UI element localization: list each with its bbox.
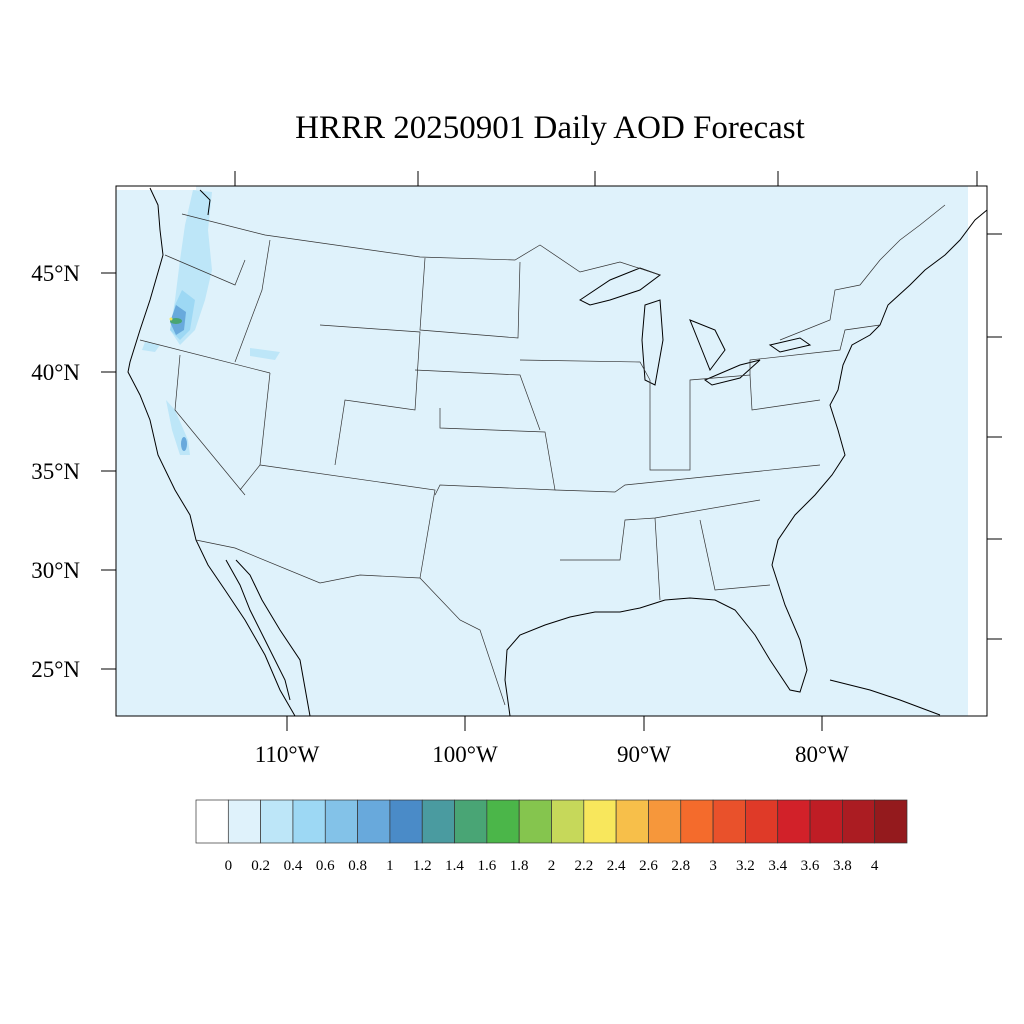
colorbar-swatch <box>486 799 520 844</box>
plume-oregon-peak <box>169 317 173 321</box>
lat-label: 35°N <box>31 459 80 484</box>
colorbar-swatch <box>389 799 423 844</box>
colorbar-swatch <box>680 799 714 844</box>
map-frame <box>115 185 988 717</box>
colorbar-swatch <box>874 799 908 844</box>
lat-label: 40°N <box>31 360 80 385</box>
latitude-labels: 45°N 40°N 35°N 30°N 25°N <box>31 261 80 682</box>
colorbar-swatch <box>421 799 455 844</box>
colorbar-swatch <box>518 799 552 844</box>
colorbar-label: 3.8 <box>833 858 852 874</box>
colorbar: 0 0.2 0.4 0.6 0.8 1 1.2 1.4 1.6 1.8 2 2.2 2.4 2.6 2.8 3… <box>195 799 908 874</box>
colorbar-label: 2.4 <box>607 858 626 874</box>
colorbar-swatch <box>551 799 585 844</box>
az-nm-border <box>259 464 436 579</box>
colorbar-swatch <box>357 799 391 844</box>
political-boundaries <box>139 204 946 706</box>
colorbar-swatch <box>809 799 843 844</box>
colorbar-label: 1.6 <box>477 858 496 874</box>
colorbar-swatch <box>260 799 294 844</box>
colorbar-label: 0.6 <box>316 858 335 874</box>
domain-edge <box>968 186 987 716</box>
colorbar-swatch <box>195 799 229 844</box>
lat-label: 25°N <box>31 657 80 682</box>
nebraska <box>414 369 541 431</box>
colorbar-swatch <box>324 799 358 844</box>
colorbar-swatch <box>583 799 617 844</box>
colorbar-label: 0.8 <box>348 858 367 874</box>
colorbar-label: 4 <box>871 858 879 874</box>
colorbar-label: 3.2 <box>736 858 755 874</box>
colorbar-label: 2 <box>548 858 556 874</box>
colorbar-label: 1.2 <box>413 858 432 874</box>
domain-edge-top <box>116 186 196 190</box>
colorbar-swatch <box>292 799 326 844</box>
us-mexico-border <box>195 539 506 706</box>
axis-ticks <box>101 171 1002 731</box>
plume-oregon-core <box>170 318 182 324</box>
map-background <box>116 186 987 716</box>
colorbar-label: 1.4 <box>445 858 464 874</box>
plume-nw-california <box>142 342 160 352</box>
gulf-states <box>560 499 761 561</box>
colorbar-label: 1 <box>386 858 394 874</box>
aod-plumes <box>142 190 280 455</box>
colorbar-swatch <box>745 799 779 844</box>
lat-label: 45°N <box>31 261 80 286</box>
us-canada-border-east <box>779 204 946 341</box>
kansas-oklahoma <box>434 408 556 496</box>
colorbar-swatch <box>842 799 876 844</box>
map-panel: 45°N 40°N 35°N 30°N 25°N 110°W 100°W 90°… <box>31 171 1002 767</box>
cuba-coast <box>829 679 941 716</box>
colorbar-label: 2.6 <box>639 858 658 874</box>
lake-ontario <box>768 337 812 353</box>
colorbar-label: 0 <box>225 858 233 874</box>
iowa <box>519 359 651 381</box>
colorbar-label: 0.4 <box>284 858 303 874</box>
colorbar-label: 3.4 <box>768 858 787 874</box>
baja-inner-coast <box>225 559 291 701</box>
midwest <box>649 374 821 471</box>
colorbar-swatch <box>777 799 811 844</box>
coastlines <box>127 187 988 717</box>
mexico-mainland-west-coast <box>235 559 311 717</box>
colorbar-swatch <box>712 799 746 844</box>
us-canada-border-west <box>181 213 661 276</box>
tennessee-south <box>554 464 821 493</box>
puget-sound <box>199 189 211 216</box>
or-ca-nv-border <box>139 339 271 374</box>
idaho-border <box>234 239 271 363</box>
wyoming-colorado <box>319 324 421 466</box>
pacific-coast <box>127 187 296 717</box>
plume-idaho <box>250 348 280 360</box>
map-title: HRRR 20250901 Daily AOD Forecast <box>295 110 805 146</box>
colorbar-label: 3.6 <box>801 858 820 874</box>
colorbar-swatch <box>454 799 488 844</box>
northeast <box>749 324 881 375</box>
lake-superior <box>579 267 662 306</box>
longitude-labels: 110°W 100°W 90°W 80°W <box>255 742 850 767</box>
colorbar-swatch <box>227 799 261 844</box>
lake-michigan <box>641 299 664 386</box>
alabama-georgia <box>654 517 771 601</box>
lon-label: 100°W <box>432 742 498 767</box>
colorbar-label: 1.8 <box>510 858 529 874</box>
colorbar-swatch <box>615 799 649 844</box>
or-wa-border <box>164 254 246 286</box>
lake-huron <box>689 319 726 372</box>
lon-label: 110°W <box>255 742 320 767</box>
lon-label: 90°W <box>617 742 671 767</box>
colorbar-label: 0.2 <box>251 858 270 874</box>
lon-label: 80°W <box>795 742 849 767</box>
colorbar-label: 3 <box>709 858 717 874</box>
dakotas <box>419 257 521 339</box>
atlantic-gulf-coast <box>504 209 988 717</box>
plume-california-core <box>181 437 187 451</box>
colorbar-swatch <box>648 799 682 844</box>
colorbar-label: 2.8 <box>671 858 690 874</box>
colorbar-label: 2.2 <box>574 858 593 874</box>
lat-label: 30°N <box>31 558 80 583</box>
ca-nv-border <box>174 354 246 496</box>
